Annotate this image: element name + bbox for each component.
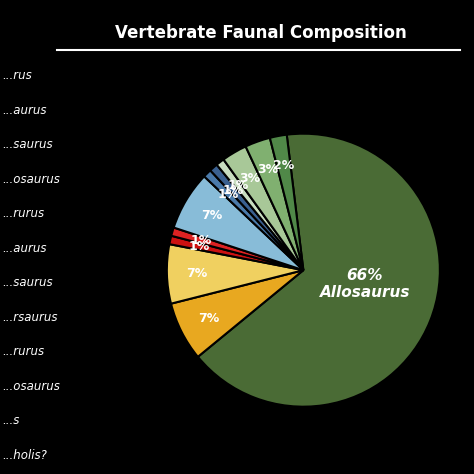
Text: 3%: 3% (239, 172, 260, 185)
Text: 1%: 1% (223, 183, 244, 197)
Text: 2%: 2% (273, 159, 294, 172)
Text: 1%: 1% (191, 234, 212, 246)
Text: 1%: 1% (218, 188, 239, 201)
Text: 1%: 1% (228, 179, 249, 192)
Wedge shape (173, 176, 303, 270)
Text: 7%: 7% (186, 267, 208, 280)
Text: ...aurus: ...aurus (2, 104, 47, 117)
Wedge shape (198, 134, 440, 407)
Text: ...rsaurus: ...rsaurus (2, 310, 58, 324)
Text: ...rurus: ...rurus (2, 345, 45, 358)
Text: ...saurus: ...saurus (2, 276, 53, 289)
Text: 7%: 7% (198, 312, 219, 325)
Text: ...aurus: ...aurus (2, 242, 47, 255)
Wedge shape (224, 146, 303, 270)
Wedge shape (210, 164, 303, 270)
Text: 1%: 1% (189, 240, 210, 253)
Text: ...saurus: ...saurus (2, 138, 53, 151)
Wedge shape (167, 244, 303, 304)
Text: Vertebrate Faunal Composition: Vertebrate Faunal Composition (115, 24, 407, 42)
Text: ...s: ...s (2, 414, 20, 427)
Wedge shape (171, 228, 303, 270)
Text: ...osaurus: ...osaurus (2, 173, 60, 186)
Text: ...rurus: ...rurus (2, 207, 45, 220)
Wedge shape (171, 270, 303, 357)
Wedge shape (246, 138, 303, 270)
Text: ...rus: ...rus (2, 69, 32, 82)
Wedge shape (169, 236, 303, 270)
Text: 3%: 3% (257, 164, 278, 176)
Text: ...osaurus: ...osaurus (2, 380, 60, 392)
Text: 66%
Allosaurus: 66% Allosaurus (319, 268, 410, 300)
Text: 7%: 7% (201, 209, 222, 222)
Wedge shape (217, 159, 303, 270)
Wedge shape (270, 135, 303, 270)
Wedge shape (204, 170, 303, 270)
Text: ...holis?: ...holis? (2, 448, 47, 462)
